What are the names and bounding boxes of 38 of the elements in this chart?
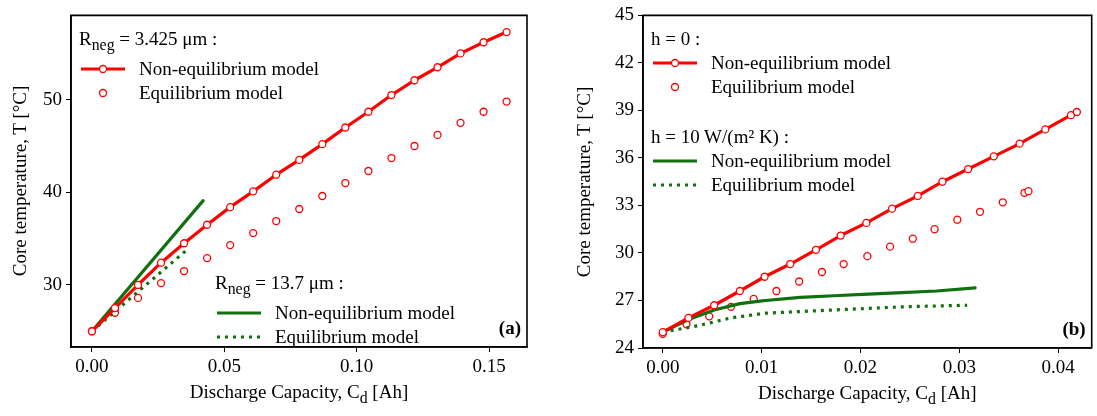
x-tick-label: 0.03 [942, 356, 976, 378]
y-tick-label: 33 [615, 193, 634, 215]
y-tick-label: 45 [615, 3, 634, 25]
y-tick-label: 30 [615, 240, 634, 262]
y-tick-label: 30 [43, 272, 62, 294]
y-tick-label: 40 [43, 180, 62, 202]
legend-label: Non-equilibrium model [711, 149, 891, 174]
annotation: R$_{neg}$ = 13.7 μm : [215, 271, 345, 300]
y-tick-label: 50 [43, 87, 62, 109]
legend-label: Non-equilibrium model [275, 301, 455, 326]
x-tick-label: 0.00 [646, 356, 680, 378]
x-tick-label: 0.15 [472, 355, 506, 377]
annotation: h = 10 W/(m² K) : [651, 125, 790, 150]
annotation: R$_{neg}$ = 3.425 μm : [79, 27, 219, 56]
y-tick-label: 36 [615, 145, 634, 167]
annotation: (a) [498, 317, 521, 339]
legend-label: Non-equilibrium model [711, 51, 891, 76]
legend-label: Equilibrium model [711, 75, 856, 100]
y-axis-title: Core temperature, T [°C] [573, 86, 595, 277]
legend-label: Non-equilibrium model [139, 57, 319, 82]
y-axis-title: Core temperature, T [°C] [9, 85, 31, 277]
x-tick-label: 0.00 [75, 355, 109, 377]
x-tick-label: 0.05 [207, 355, 241, 377]
y-tick-label: 27 [615, 288, 634, 310]
annotation: (b) [1062, 318, 1086, 340]
y-tick-label: 24 [615, 335, 635, 357]
annotation: h = 0 : [651, 27, 702, 52]
x-axis-title: Discharge Capacity, C$_{d}$ [Ah] [189, 381, 409, 407]
y-tick-label: 42 [615, 50, 634, 72]
legend-label: Equilibrium model [711, 173, 856, 198]
x-tick-label: 0.01 [744, 356, 779, 378]
x-tick-label: 0.10 [340, 355, 374, 377]
legend-label: Equilibrium model [275, 325, 420, 350]
legend-label: Equilibrium model [139, 81, 284, 106]
x-tick-label: 0.04 [1041, 356, 1076, 378]
x-tick-label: 0.02 [843, 356, 878, 378]
y-tick-label: 39 [615, 98, 634, 120]
x-axis-title: Discharge Capacity, C$_{d}$ [Ah] [758, 382, 977, 408]
